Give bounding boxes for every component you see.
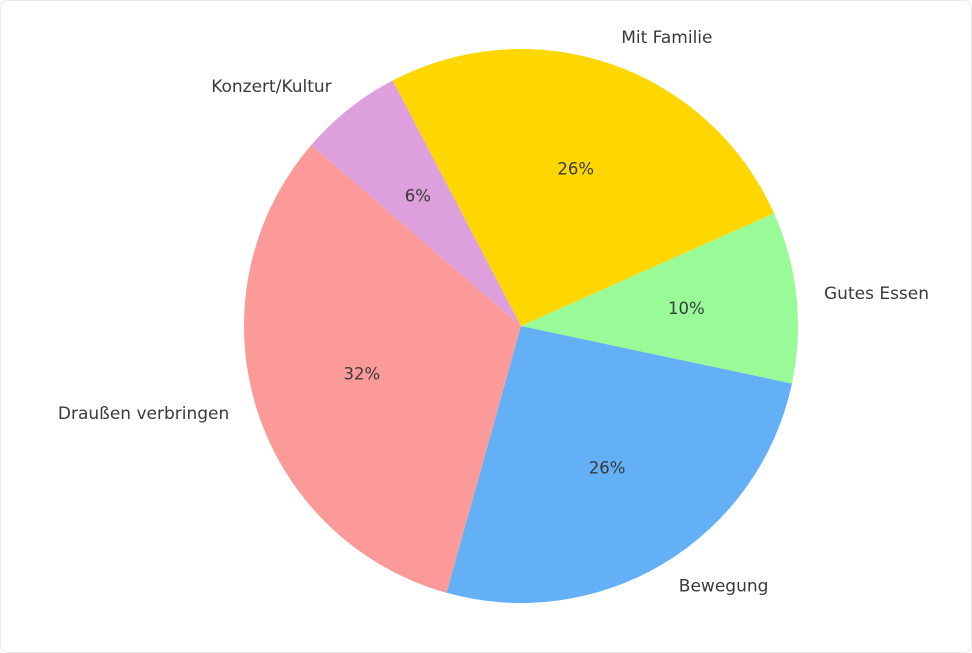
pie-slice-konzert-kultur — [311, 80, 521, 327]
pie-slice-drau-en-verbringen — [243, 145, 521, 593]
pie-slice-mit-familie — [392, 49, 775, 326]
pie-label-mit-familie: Mit Familie — [621, 28, 712, 48]
pie-pct-label-bewegung: 26% — [589, 459, 626, 478]
pie-slice-gutes-essen — [521, 213, 799, 384]
pie-pct-label-mit-familie: 26% — [557, 160, 594, 179]
pie-label-konzert-kultur: Konzert/Kultur — [211, 77, 331, 97]
pie-slice-bewegung — [446, 326, 792, 604]
pie-pct-label-gutes-essen: 10% — [668, 299, 705, 318]
pie-label-drau-en-verbringen: Draußen verbringen — [58, 404, 229, 424]
pie-pct-label-konzert-kultur: 6% — [405, 186, 431, 205]
pie-label-gutes-essen: Gutes Essen — [824, 284, 929, 304]
pie-label-bewegung: Bewegung — [679, 577, 769, 597]
pie-pct-label-drau-en-verbringen: 32% — [344, 365, 381, 384]
